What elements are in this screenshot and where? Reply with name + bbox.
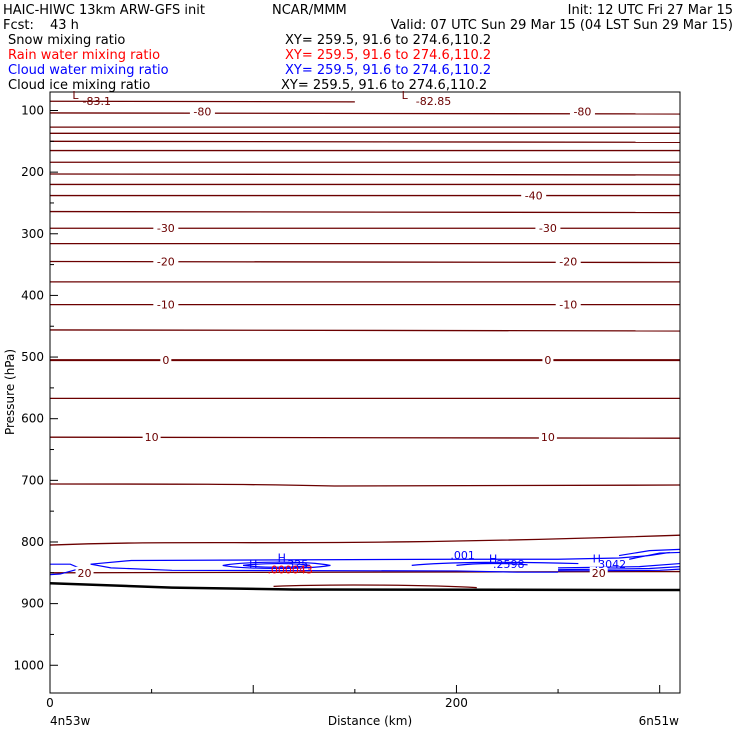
isotherm-label-bg: [555, 298, 581, 311]
isotherm-label: -80: [573, 106, 591, 119]
fcst-label: Fcst:: [3, 18, 34, 33]
isotherm-label-bg: [142, 431, 161, 444]
field-cloudwater-xy: XY= 259.5, 91.6 to 274.6,110.2: [285, 63, 491, 78]
isotherm-label-bg: [153, 255, 179, 268]
field-layer: [50, 100, 680, 592]
isotherm-label-bg: [153, 222, 179, 235]
extremum-label: .325: [284, 558, 309, 571]
cloud-water-contour: [90, 563, 559, 573]
y-tick-label: 1000: [13, 658, 44, 672]
y-tick-label: 200: [21, 165, 44, 179]
cloud-water-contour: [558, 562, 680, 569]
y-tick-label: 400: [21, 288, 44, 302]
isotherm-label: -10: [559, 299, 577, 312]
isotherm-label-bg: [160, 354, 172, 367]
cloud-water-contour: [629, 551, 680, 560]
isotherm-line: [50, 534, 680, 546]
isotherm-label: -40: [525, 190, 543, 203]
isotherm-label-bg: [189, 105, 215, 118]
extremum-label: H: [249, 558, 257, 571]
cloud-water-contour: [558, 566, 680, 571]
cloud-water-contour: [456, 562, 528, 566]
plot-frame: [49, 91, 681, 694]
y-tick-label: 900: [21, 597, 44, 611]
model-title: HAIC-HIWC 13km ARW-GFS init: [3, 3, 205, 18]
extremum-label: -83.1: [83, 95, 111, 108]
org-label: NCAR/MMM: [272, 3, 347, 18]
y-tick-label: 100: [21, 103, 44, 117]
valid-time: Valid: 07 UTC Sun 29 Mar 15 (04 LST Sun …: [391, 18, 733, 33]
isotherm-line: [50, 140, 680, 143]
isotherm-label: -80: [193, 106, 211, 119]
cloud-water-contour: [90, 551, 670, 565]
isotherm-label-bg: [521, 189, 547, 202]
isotherm-label-bg: [569, 105, 595, 118]
cloud-water-contour: [222, 561, 331, 570]
isotherm-label: -30: [539, 222, 557, 235]
field-cloudice-xy: XY= 259.5, 91.6 to 274.6,110.2: [281, 78, 487, 93]
isotherm-label: -20: [157, 256, 175, 269]
isotherm-line: [50, 260, 680, 264]
isotherm-line: [50, 483, 680, 487]
extremum-label: H: [593, 552, 601, 565]
chart-header: HAIC-HIWC 13km ARW-GFS init NCAR/MMM Ini…: [3, 3, 733, 93]
isotherm-line: [50, 100, 355, 103]
x-endpoint-right: 6n51w: [639, 714, 680, 728]
field-cloudwater-name: Cloud water mixing ratio: [8, 63, 169, 78]
isotherm-label: -10: [157, 299, 175, 312]
fcst-value: 43 h: [50, 18, 79, 33]
x-tick-label: 200: [445, 696, 468, 710]
isotherm-label: 20: [78, 567, 92, 580]
y-tick-label: 300: [21, 227, 44, 241]
isotherm-label: 20: [592, 567, 606, 580]
isotherm-line: [50, 210, 680, 214]
isotherm-label-bg: [75, 566, 94, 579]
isotherm-label-bg: [555, 255, 581, 268]
cloud-water-contour: [618, 548, 680, 557]
y-tick-label: 700: [21, 473, 44, 487]
cloud-water-contour: [242, 562, 311, 568]
y-tick-label: 600: [21, 412, 44, 426]
y-axis-label: Pressure (hPa): [3, 349, 17, 435]
extremum-label: -82.85: [416, 95, 451, 108]
isotherm-label-bg: [589, 566, 608, 579]
isotherm-label-bg: [542, 354, 554, 367]
isotherm-line: [50, 570, 680, 574]
init-time: Init: 12 UTC Fri 27 Mar 15: [568, 3, 733, 18]
ground-surface-line: [50, 582, 680, 592]
field-cloudice-name: Cloud ice mixing ratio: [8, 78, 150, 93]
x-axis-label: Distance (km): [328, 714, 412, 728]
extremum-label: L: [72, 89, 79, 102]
field-snow-name: Snow mixing ratio: [8, 33, 125, 48]
isotherm-label: -20: [559, 256, 577, 269]
x-endpoint-left: 4n53w: [50, 714, 91, 728]
isotherm-label: -30: [157, 222, 175, 235]
isotherm-label: 10: [541, 431, 555, 444]
isotherm-label: 0: [162, 354, 169, 367]
extremum-label: .001: [450, 549, 475, 562]
x-tick-label: 0: [46, 696, 54, 710]
isotherm-label-bg: [538, 431, 557, 444]
extremum-label: H: [278, 552, 286, 565]
isotherm-label-bg: [153, 298, 179, 311]
extremum-label: H: [489, 552, 497, 565]
field-rain-xy: XY= 259.5, 91.6 to 274.6,110.2: [285, 48, 491, 63]
isotherm-label: 10: [145, 431, 159, 444]
y-tick-label: 500: [21, 350, 44, 364]
extremum-label: .3042: [595, 558, 627, 571]
field-rain-name: Rain water mixing ratio: [8, 48, 160, 63]
isotherm-line: [273, 584, 477, 589]
cloud-water-contour: [411, 561, 579, 566]
extremum-label: .000043: [267, 563, 313, 576]
isotherm-line: [50, 329, 680, 332]
isotherm-label: 0: [544, 354, 551, 367]
isotherm-line: [50, 173, 680, 176]
field-snow-xy: XY= 259.5, 91.6 to 274.6,110.2: [285, 33, 491, 48]
extremum-label: .2598: [493, 558, 524, 571]
extremum-label: L: [402, 89, 409, 102]
isotherm-label-bg: [535, 222, 561, 235]
y-tick-label: 800: [21, 535, 44, 549]
